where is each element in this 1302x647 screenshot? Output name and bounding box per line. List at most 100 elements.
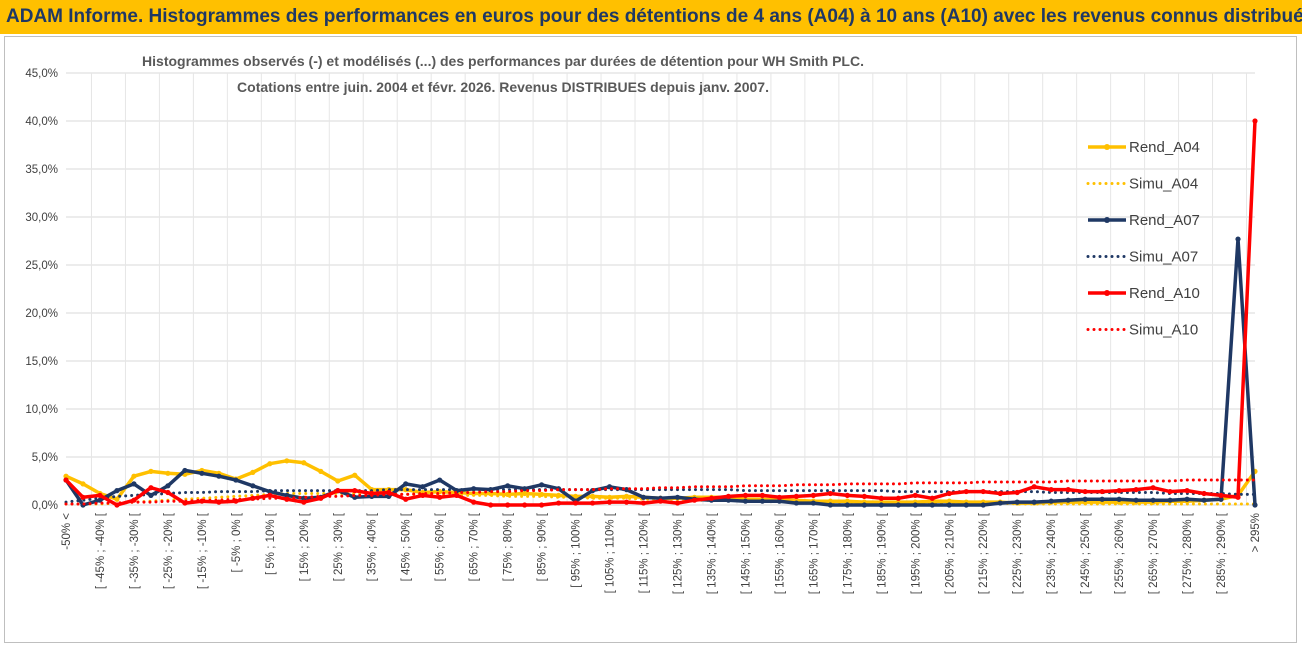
- data-point: [148, 485, 154, 491]
- y-tick-label: 45,0%: [25, 68, 58, 80]
- data-point: [437, 494, 443, 500]
- data-point: [844, 492, 850, 498]
- data-point: [742, 498, 749, 504]
- data-point: [199, 470, 205, 476]
- x-tick-label: [ 85% ; 90% [: [537, 512, 549, 581]
- data-point: [352, 488, 358, 494]
- data-point: [1133, 497, 1139, 503]
- data-point: [114, 496, 120, 502]
- data-point: [929, 502, 935, 508]
- data-point: [589, 500, 596, 506]
- data-point: [267, 461, 273, 467]
- data-point: [640, 500, 647, 506]
- data-point: [301, 499, 307, 505]
- y-tick-label: 40,0%: [25, 116, 58, 128]
- data-point: [114, 502, 120, 508]
- data-point: [878, 502, 884, 508]
- data-point: [1201, 497, 1207, 503]
- x-tick-label: [ 35% ; 40% [: [367, 512, 379, 581]
- data-point: [1201, 490, 1207, 497]
- chart-frame: 0,0% 5,0% 10,0% 15,0% 20,0% 25,0% 30,0% 35,0% 40…: [4, 36, 1297, 643]
- data-point: [1065, 487, 1071, 493]
- data-point: [522, 486, 528, 492]
- data-point: [1082, 488, 1088, 495]
- data-point: [182, 467, 188, 474]
- data-point: [318, 468, 324, 474]
- data-point: [165, 483, 171, 489]
- data-point: [623, 499, 630, 505]
- data-point: [1184, 496, 1190, 502]
- data-point: [437, 477, 443, 483]
- x-tick-label: [ 25% ; 30% [: [333, 512, 345, 581]
- data-point: [1116, 488, 1122, 494]
- data-point: [1252, 502, 1258, 508]
- legend-label: Simu_A07: [1129, 249, 1198, 266]
- legend-item-Simu_A04: Simu_A04: [1086, 176, 1198, 193]
- legend-label: Simu_A10: [1129, 322, 1198, 339]
- data-point: [1150, 497, 1156, 503]
- data-point: [1116, 496, 1122, 502]
- y-tick-label: 35,0%: [25, 164, 58, 176]
- legend-label: Rend_A07: [1129, 212, 1200, 229]
- data-point: [97, 492, 103, 498]
- data-point: [572, 500, 579, 506]
- x-tick-label: [ 215% ; 220% [: [978, 512, 990, 594]
- data-point: [997, 500, 1003, 506]
- x-tick-label: [ 15% ; 20% [: [299, 512, 311, 581]
- data-point: [301, 460, 307, 466]
- data-point: [1065, 497, 1071, 503]
- data-point: [1031, 499, 1037, 505]
- data-point: [640, 494, 647, 500]
- x-tick-label: [ 235% ; 240% [: [1046, 512, 1058, 594]
- data-point: [691, 497, 698, 503]
- x-tick-label: [ 145% ; 150% [: [740, 512, 752, 594]
- x-tick-label: [ 95% ; 100% [: [571, 512, 583, 588]
- x-tick-label: [ 225% ; 230% [: [1012, 512, 1024, 594]
- data-point: [878, 495, 884, 501]
- data-point: [454, 492, 460, 498]
- y-tick-label: 20,0%: [25, 308, 58, 320]
- x-tick-label: [ 195% ; 200% [: [910, 512, 922, 594]
- y-tick-label: 30,0%: [25, 212, 58, 224]
- data-point: [827, 498, 833, 504]
- data-point: [623, 493, 630, 499]
- data-point: [912, 492, 918, 498]
- data-point: [929, 495, 935, 501]
- grid: [66, 72, 1255, 506]
- data-point: [1218, 492, 1224, 498]
- data-point: [776, 494, 783, 500]
- chart-title: Histogrammes observés (-) et modélisés (…: [142, 53, 864, 69]
- data-point: [420, 484, 426, 490]
- legend-label: Rend_A10: [1129, 285, 1200, 302]
- data-point: [539, 502, 545, 508]
- data-point: [1099, 496, 1105, 502]
- data-point: [1082, 496, 1088, 502]
- legend-item-Simu_A10: Simu_A10: [1086, 322, 1198, 339]
- data-point: [284, 458, 290, 464]
- data-point: [1014, 489, 1020, 496]
- legend-item-Rend_A04: Rend_A04: [1088, 139, 1200, 156]
- x-tick-label: [ 55% ; 60% [: [435, 512, 447, 581]
- legend-item-Rend_A10: Rend_A10: [1088, 285, 1200, 302]
- data-point: [861, 502, 867, 508]
- data-point: [810, 500, 816, 506]
- data-point: [759, 498, 766, 504]
- y-tick-label: 0,0%: [32, 500, 58, 512]
- data-point: [793, 500, 799, 506]
- data-point: [80, 481, 86, 487]
- data-point: [1048, 498, 1054, 504]
- x-tick-label: [ 245% ; 250% [: [1080, 512, 1092, 594]
- x-tick-label: -50% <: [61, 513, 73, 550]
- data-point: [522, 502, 528, 508]
- data-point: [63, 473, 69, 479]
- data-point: [623, 487, 630, 493]
- data-point: [335, 478, 341, 484]
- series-Rend_A10: [63, 118, 1258, 508]
- data-point: [267, 492, 273, 498]
- legend-marker: [1104, 217, 1110, 223]
- data-point: [708, 495, 715, 501]
- data-point: [352, 472, 358, 478]
- data-point: [895, 495, 901, 501]
- series-Simu_A07: [64, 488, 1257, 504]
- data-point: [1150, 485, 1156, 491]
